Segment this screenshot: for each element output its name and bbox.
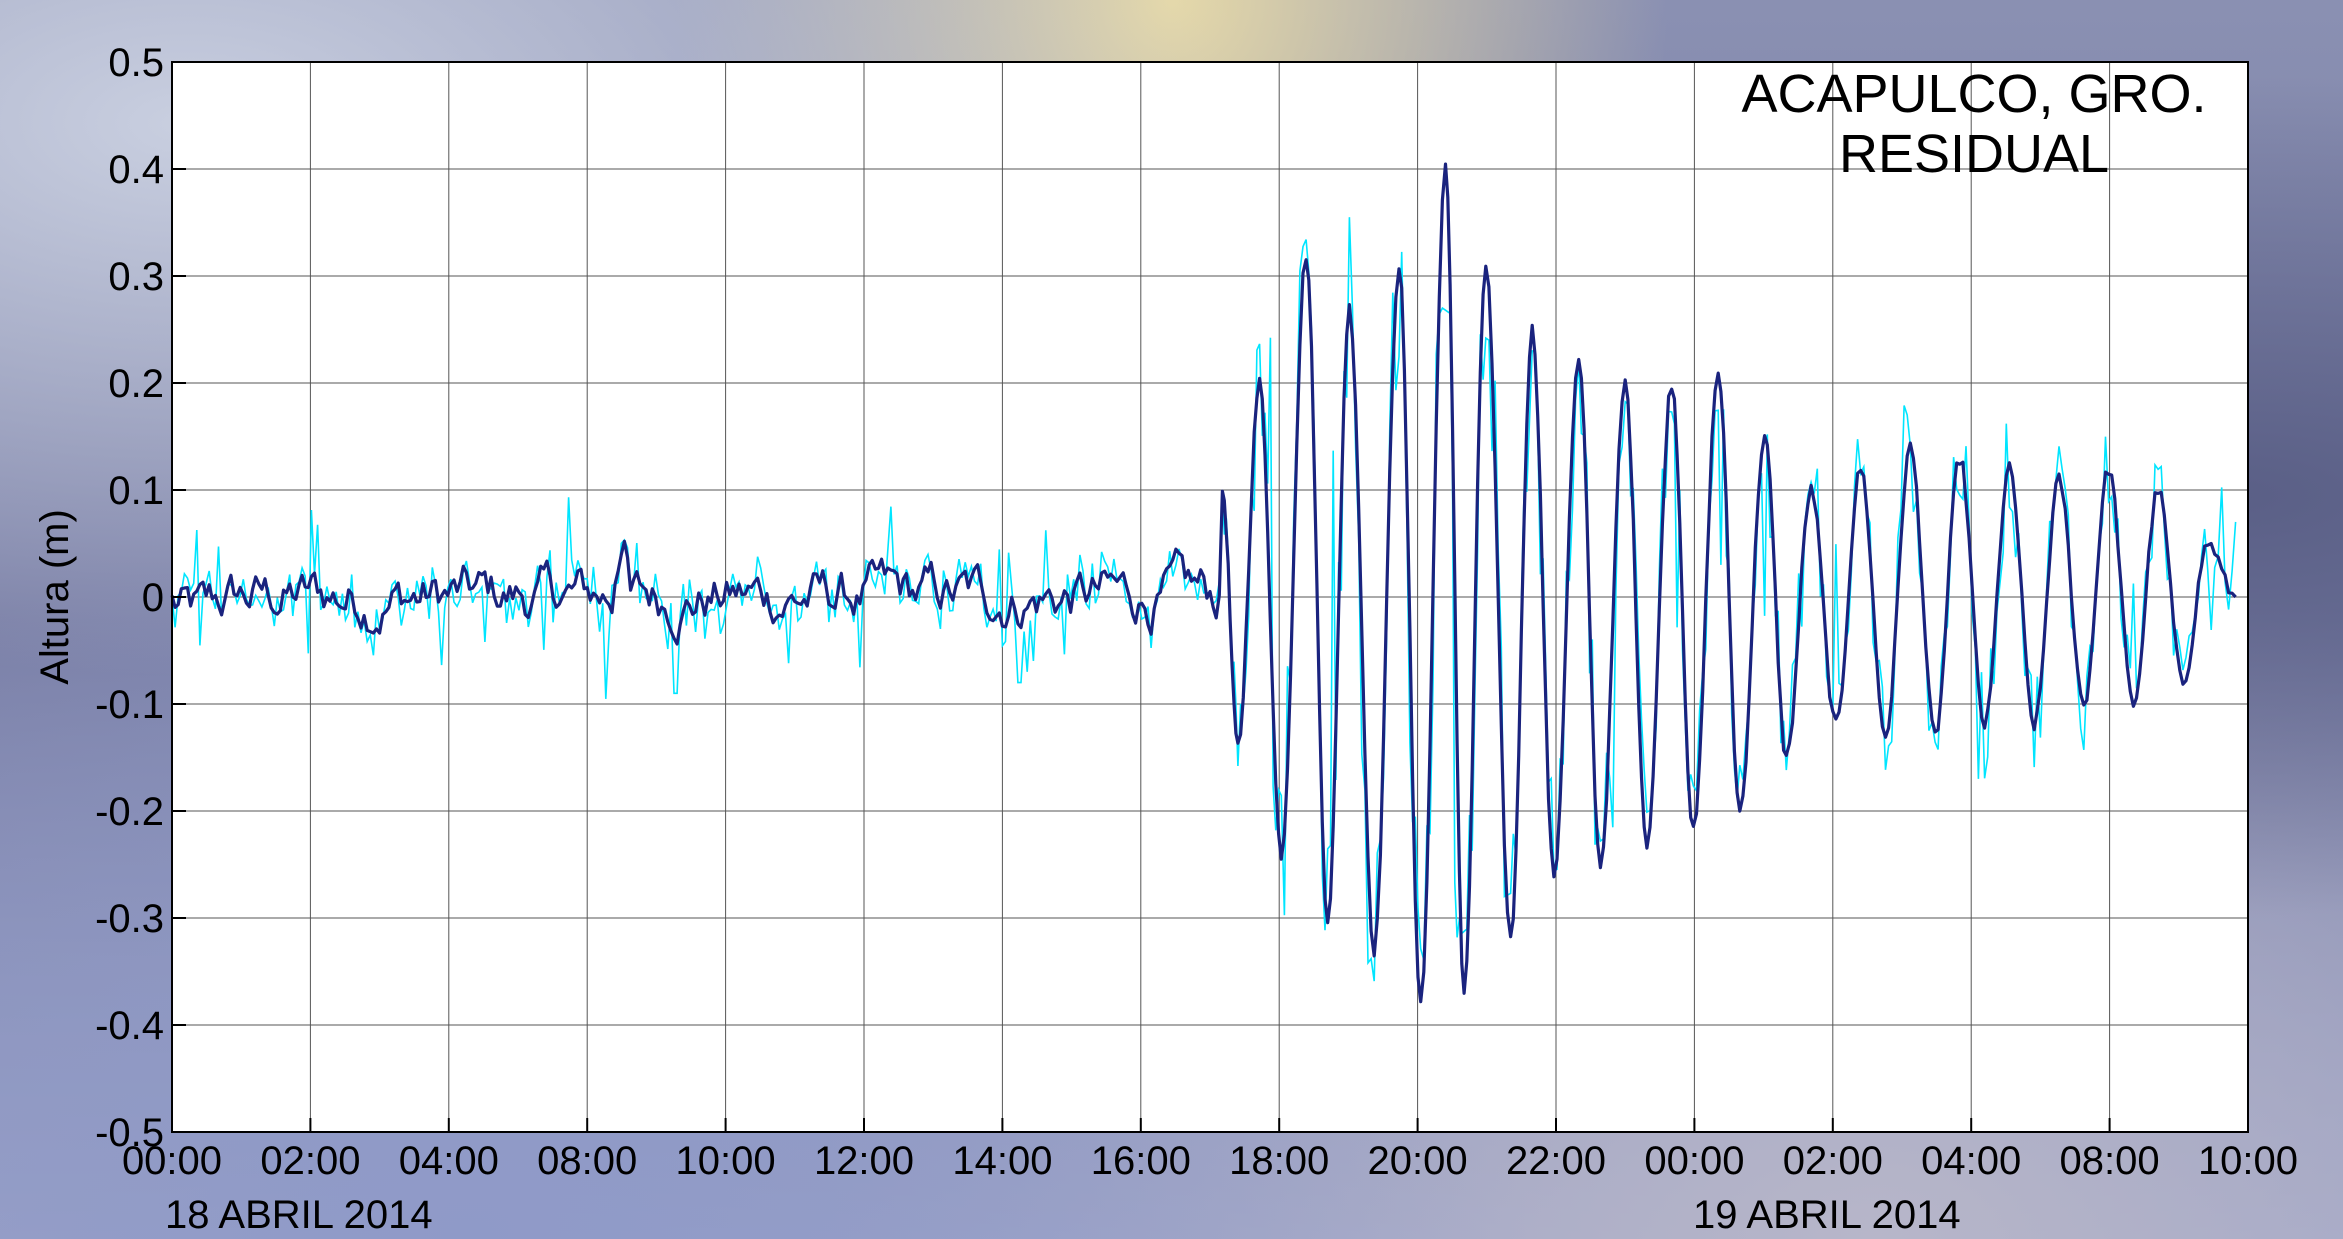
y-tick-label: 0.5: [108, 41, 164, 85]
x-tick-label: 10:00: [2198, 1139, 2298, 1183]
y-tick-label: -0.1: [95, 683, 164, 727]
filtered-series-path: [170, 162, 2237, 1004]
x-tick-label: 18:00: [1229, 1139, 1329, 1183]
x-tick-label: 04:00: [399, 1139, 499, 1183]
y-tick-label: 0.3: [108, 255, 164, 299]
x-tick-label: 20:00: [1368, 1139, 1468, 1183]
x-tick-label: 00:00: [122, 1139, 222, 1183]
x-tick-label: 02:00: [1783, 1139, 1883, 1183]
y-tick-label: -0.2: [95, 790, 164, 834]
y-tick-label: -0.3: [95, 897, 164, 941]
y-axis-ticks: 0.5 0.4 0.3 0.2 0.1 0 -0.1 -0.2 -0.3 -0.4 -0.5: [95, 41, 186, 1155]
y-tick-label: 0: [142, 576, 164, 620]
y-tick-label: -0.4: [95, 1004, 164, 1048]
chart-title: ACAPULCO, GRO.: [1741, 64, 2206, 124]
filtered-series-line: [170, 162, 2237, 1004]
y-axis-label: Altura (m): [33, 509, 77, 685]
x-tick-label: 00:00: [1644, 1139, 1744, 1183]
date-label-day1: 18 ABRIL 2014: [165, 1193, 433, 1237]
date-label-day2: 19 ABRIL 2014: [1693, 1193, 1961, 1237]
y-tick-label: 0.1: [108, 469, 164, 513]
y-tick-label: -0.5: [95, 1111, 164, 1155]
x-tick-label: 14:00: [952, 1139, 1052, 1183]
x-tick-label: 22:00: [1506, 1139, 1606, 1183]
x-tick-label: 08:00: [2060, 1139, 2160, 1183]
x-axis-ticks: 00:00 02:00 04:00 08:00 10:00 12:00 14:00 16:00…: [122, 1118, 2298, 1183]
x-tick-label: 08:00: [537, 1139, 637, 1183]
y-tick-label: 0.2: [108, 362, 164, 406]
x-tick-label: 12:00: [814, 1139, 914, 1183]
x-tick-label: 02:00: [260, 1139, 360, 1183]
y-tick-label: 0.4: [108, 148, 164, 192]
x-tick-label: 10:00: [676, 1139, 776, 1183]
x-tick-label: 04:00: [1921, 1139, 2021, 1183]
chart-subtitle: RESIDUAL: [1839, 124, 2109, 184]
x-tick-label: 16:00: [1091, 1139, 1191, 1183]
